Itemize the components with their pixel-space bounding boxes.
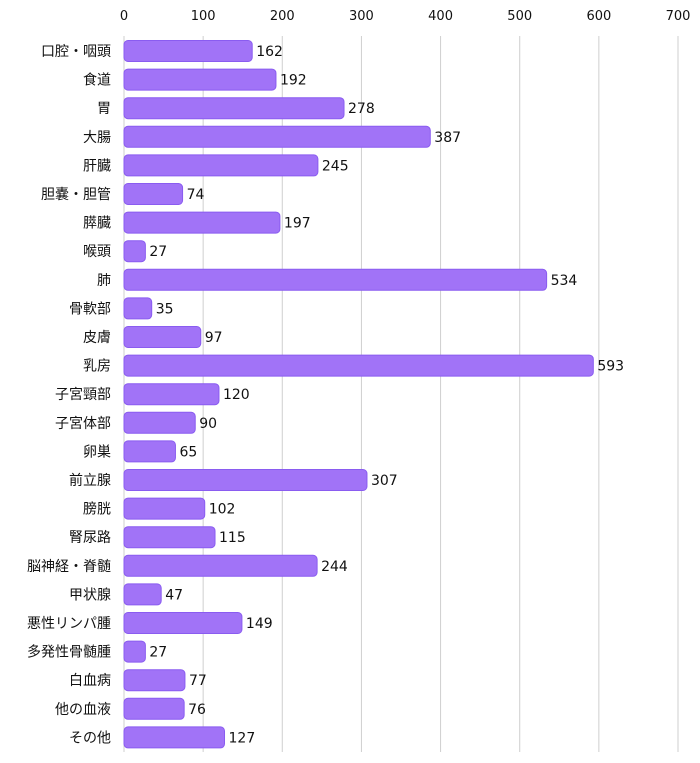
bar [123,183,184,205]
value-label: 76 [188,702,206,718]
bar [123,440,176,463]
bars [123,40,594,749]
category-label: 前立腺 [69,472,111,489]
x-tick-label: 700 [666,9,691,24]
category-label: その他 [69,730,111,746]
category-label: 脳神経・脊髄 [27,559,111,575]
x-tick-label: 600 [586,9,611,24]
bar [123,554,318,577]
value-label: 74 [187,187,205,203]
value-label: 97 [205,330,223,346]
value-label: 197 [284,216,311,232]
bar [123,268,548,291]
category-label: 肺 [97,273,111,289]
bar [123,383,220,406]
category-label: 子宮頸部 [55,387,111,403]
category-label: 口腔・咽頭 [41,44,111,60]
category-label: 骨軟部 [69,301,111,317]
value-label: 90 [199,416,217,432]
bar [123,240,146,263]
x-tick-label: 500 [507,9,532,24]
category-label: 膀胱 [83,501,111,518]
category-label: 膵臓 [83,216,111,232]
bar [123,411,196,434]
category-label: 悪性リンパ腫 [27,616,111,632]
x-tick-label: 200 [270,9,295,24]
bar [123,612,243,634]
category-label: 他の血液 [55,702,111,718]
value-label: 27 [149,645,167,661]
bar [123,326,202,348]
category-label: 甲状腺 [69,587,111,603]
bar [123,583,162,606]
value-label: 162 [256,44,283,60]
value-label: 534 [551,273,578,289]
value-label: 47 [165,587,183,603]
category-label: 喉頭 [83,244,111,260]
value-label: 387 [434,130,461,146]
x-tick-label: 0 [120,9,128,24]
category-label: 乳房 [83,359,111,375]
bar [123,726,226,749]
value-label: 278 [348,101,375,117]
bar [123,97,345,120]
value-label: 115 [219,530,246,546]
category-label: 胃 [97,101,111,117]
value-label: 77 [189,673,207,689]
bar [123,68,277,91]
value-label: 120 [223,387,250,403]
bar [123,40,253,62]
x-tick-label: 400 [428,9,453,24]
value-label: 27 [149,244,167,260]
bar [123,640,146,663]
category-label: 食道 [83,72,111,89]
bar [123,697,185,720]
value-label: 245 [322,158,349,174]
value-label: 35 [156,301,174,317]
category-label: 子宮体部 [55,416,111,432]
bar [123,125,431,148]
x-tick-label: 300 [349,9,374,24]
category-label: 大腸 [83,130,111,146]
category-label: 腎尿路 [69,530,111,546]
value-label: 65 [179,444,197,460]
category-label: 肝臓 [83,158,111,174]
category-labels: 口腔・咽頭食道胃大腸肝臓胆嚢・胆管膵臓喉頭肺骨軟部皮膚乳房子宮頸部子宮体部卵巣前… [27,44,111,746]
bar [123,354,594,377]
category-label: 胆嚢・胆管 [41,187,111,203]
value-label: 244 [321,559,348,575]
x-tick-label: 100 [191,9,216,24]
value-label: 127 [229,730,256,746]
value-label: 149 [246,616,273,632]
category-label: 多発性骨髄腫 [27,644,111,661]
category-label: 白血病 [69,673,111,689]
category-label: 卵巣 [83,444,111,460]
category-label: 皮膚 [83,330,111,346]
value-label: 102 [209,502,236,518]
bar [123,669,186,692]
bar [123,497,206,520]
bar [123,211,281,234]
x-axis-ticks: 0 100 200 300 400 500 600 700 [120,9,691,24]
value-label: 307 [371,473,398,489]
bar [123,297,153,320]
bar [123,526,216,549]
bar [123,154,319,177]
bar [123,469,368,491]
value-label: 593 [597,359,624,375]
value-label: 192 [280,73,307,89]
